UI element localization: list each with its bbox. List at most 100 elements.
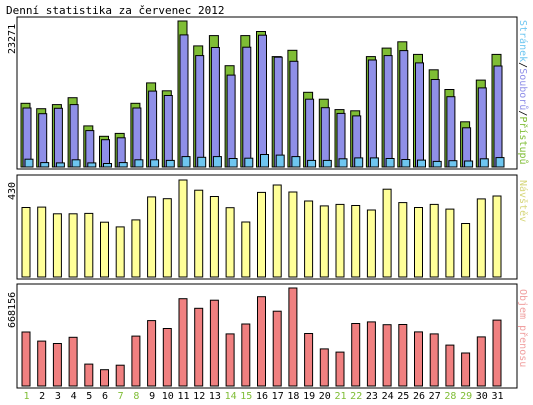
day-label-25: 25	[397, 391, 409, 402]
bar-pages-day-15	[244, 157, 254, 168]
bar-bytes-day-30	[476, 336, 486, 387]
bar-pages-day-14	[228, 158, 238, 168]
bar-pages-day-25	[401, 159, 411, 168]
day-label-19: 19	[303, 391, 315, 402]
bar-files-day-30	[477, 87, 487, 168]
bar-files-day-25	[399, 50, 409, 168]
panel-hits-legend: Stránek/Souborů/Přístupů	[517, 20, 529, 165]
bar-files-day-18	[289, 60, 299, 168]
bar-visits-day-15	[241, 221, 251, 278]
bar-files-day-3	[53, 107, 63, 168]
bar-bytes-day-11	[178, 298, 188, 387]
bar-pages-day-1	[24, 158, 34, 168]
bar-bytes-day-18	[288, 287, 298, 387]
day-label-14: 14	[225, 391, 237, 402]
bar-visits-day-5	[84, 212, 94, 278]
legend-pages: Stránek	[517, 20, 529, 62]
bar-pages-day-11	[181, 156, 191, 168]
bar-files-day-2	[38, 113, 48, 168]
bar-visits-day-16	[257, 191, 266, 278]
panel-visits-legend: Návštěv	[517, 180, 529, 222]
bar-visits-day-28	[445, 208, 455, 278]
bar-pages-day-27	[432, 160, 442, 168]
day-label-31: 31	[491, 391, 503, 402]
legend-files: Souborů	[517, 68, 529, 110]
bar-bytes-day-23	[366, 321, 376, 387]
bar-bytes-day-7	[115, 364, 125, 387]
day-label-6: 6	[102, 391, 108, 402]
bar-visits-day-9	[147, 196, 157, 278]
bar-pages-day-23	[369, 157, 379, 168]
day-label-27: 27	[429, 391, 441, 402]
bar-pages-day-30	[479, 158, 489, 168]
bar-bytes-day-20	[319, 348, 329, 387]
bar-pages-day-6	[103, 163, 112, 168]
day-label-4: 4	[71, 391, 77, 402]
bar-bytes-day-22	[351, 323, 361, 387]
bar-bytes-day-9	[147, 320, 157, 387]
bar-pages-day-13	[212, 156, 222, 168]
bar-files-day-17	[273, 56, 283, 168]
panel-bytes-ymax: 668156	[7, 292, 18, 328]
bar-pages-day-24	[385, 158, 395, 168]
day-label-9: 9	[149, 391, 155, 402]
bar-bytes-day-24	[382, 324, 392, 387]
bar-bytes-day-29	[461, 352, 471, 387]
bar-visits-day-3	[52, 213, 62, 278]
bar-visits-day-29	[461, 223, 471, 278]
bar-bytes-day-19	[304, 333, 314, 387]
bar-bytes-day-28	[445, 344, 455, 387]
day-labels: 1 2 3 4 5 6 7 8 9 10 11 12 13 14 15 16 17 18 19 20 21 22 23 24 2…	[23, 391, 503, 402]
bar-files-day-23	[367, 59, 377, 168]
bar-visits-day-2	[37, 206, 47, 278]
bar-pages-day-10	[165, 159, 175, 168]
day-label-30: 30	[476, 391, 488, 402]
bar-pages-day-31	[495, 157, 505, 168]
bar-files-day-12	[195, 55, 205, 168]
bar-files-day-26	[415, 62, 424, 168]
bar-pages-day-20	[322, 159, 332, 168]
bar-pages-day-8	[134, 159, 144, 168]
bar-pages-day-22	[354, 157, 364, 168]
day-label-24: 24	[382, 391, 394, 402]
bar-files-day-4	[69, 104, 79, 168]
bar-bytes-day-2	[37, 340, 47, 387]
panel-visits-ymax: 430	[7, 182, 18, 200]
bar-bytes-day-16	[257, 296, 266, 387]
bar-visits-day-20	[319, 205, 329, 278]
bar-bytes-day-31	[492, 319, 502, 387]
legend-bytes: Objem přenosu	[517, 289, 529, 367]
bar-files-day-14	[226, 74, 236, 168]
bar-bytes-day-5	[84, 363, 94, 387]
bar-bytes-day-25	[398, 324, 408, 387]
bar-visits-day-18	[288, 191, 298, 278]
bar-files-day-10	[163, 95, 173, 168]
bar-files-day-6	[101, 139, 110, 168]
bar-pages-day-21	[338, 158, 348, 168]
bar-bytes-day-6	[100, 369, 109, 387]
bar-bytes-day-17	[272, 310, 282, 387]
bar-files-day-5	[85, 130, 95, 168]
bar-bytes-day-8	[131, 335, 141, 387]
day-label-1: 1	[23, 391, 29, 402]
bar-pages-day-12	[197, 156, 207, 168]
panel-bytes-legend: Objem přenosu	[517, 289, 529, 367]
legend-sep-1: /	[517, 62, 528, 68]
day-label-7: 7	[118, 391, 124, 402]
bar-bytes-day-21	[335, 351, 345, 387]
day-label-23: 23	[366, 391, 378, 402]
bar-files-day-24	[383, 55, 393, 168]
legend-visits: Návštěv	[517, 180, 529, 222]
bar-visits-day-7	[115, 226, 125, 278]
bar-visits-day-8	[131, 219, 141, 278]
day-label-13: 13	[209, 391, 221, 402]
panel-bytes-bars	[21, 287, 502, 387]
bar-pages-day-5	[87, 162, 97, 168]
bar-visits-day-13	[209, 196, 219, 278]
bar-files-day-27	[430, 79, 440, 168]
bar-visits-day-19	[304, 200, 314, 278]
bar-pages-day-17	[275, 154, 285, 168]
day-label-3: 3	[55, 391, 61, 402]
bar-bytes-day-10	[162, 328, 172, 387]
bar-visits-day-10	[162, 198, 172, 278]
